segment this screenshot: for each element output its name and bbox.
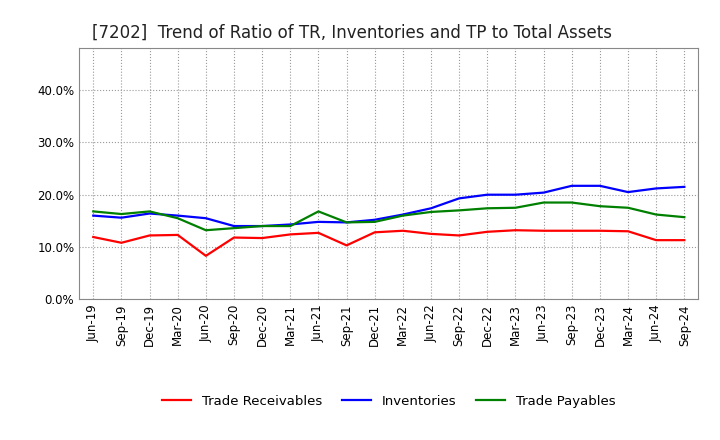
Inventories (230, 224, 238, 229)
Trade Payables (455, 208, 464, 213)
Trade Receivables (624, 229, 632, 234)
Trade Receivables (455, 233, 464, 238)
Inventories (455, 196, 464, 201)
Trade Payables (427, 209, 436, 215)
Trade Receivables (595, 228, 604, 233)
Trade Payables (539, 200, 548, 205)
Trade Payables (258, 224, 266, 229)
Text: [7202]  Trend of Ratio of TR, Inventories and TP to Total Assets: [7202] Trend of Ratio of TR, Inventories… (91, 23, 611, 41)
Inventories (624, 190, 632, 195)
Trade Receivables (174, 232, 182, 238)
Trade Payables (624, 205, 632, 210)
Inventories (483, 192, 492, 197)
Inventories (427, 205, 436, 211)
Line: Trade Receivables: Trade Receivables (94, 230, 684, 256)
Legend: Trade Receivables, Inventories, Trade Payables: Trade Receivables, Inventories, Trade Pa… (157, 389, 621, 413)
Trade Receivables (370, 230, 379, 235)
Trade Receivables (652, 238, 660, 243)
Trade Receivables (145, 233, 154, 238)
Trade Payables (145, 209, 154, 214)
Trade Payables (342, 220, 351, 225)
Inventories (399, 212, 408, 217)
Trade Receivables (427, 231, 436, 237)
Inventories (89, 213, 98, 218)
Trade Receivables (230, 235, 238, 240)
Trade Payables (511, 205, 520, 210)
Trade Payables (567, 200, 576, 205)
Trade Receivables (117, 240, 126, 246)
Inventories (258, 224, 266, 229)
Trade Payables (117, 211, 126, 216)
Trade Payables (89, 209, 98, 214)
Trade Payables (370, 219, 379, 224)
Trade Payables (174, 216, 182, 221)
Trade Payables (314, 209, 323, 214)
Trade Receivables (89, 235, 98, 240)
Line: Trade Payables: Trade Payables (94, 202, 684, 230)
Inventories (511, 192, 520, 197)
Trade Payables (230, 225, 238, 231)
Inventories (567, 183, 576, 188)
Trade Payables (286, 224, 294, 229)
Trade Receivables (399, 228, 408, 233)
Trade Receivables (286, 232, 294, 237)
Trade Receivables (258, 235, 266, 241)
Trade Payables (399, 213, 408, 218)
Trade Receivables (202, 253, 210, 258)
Trade Payables (680, 215, 688, 220)
Inventories (174, 213, 182, 218)
Trade Receivables (511, 227, 520, 233)
Inventories (595, 183, 604, 188)
Inventories (314, 219, 323, 224)
Inventories (342, 220, 351, 225)
Inventories (652, 186, 660, 191)
Trade Receivables (539, 228, 548, 233)
Inventories (680, 184, 688, 190)
Inventories (202, 216, 210, 221)
Trade Receivables (314, 230, 323, 235)
Trade Receivables (483, 229, 492, 235)
Inventories (370, 217, 379, 222)
Trade Payables (483, 205, 492, 211)
Trade Receivables (567, 228, 576, 233)
Trade Receivables (342, 243, 351, 248)
Trade Payables (595, 204, 604, 209)
Inventories (117, 215, 126, 220)
Inventories (145, 211, 154, 216)
Trade Payables (202, 227, 210, 233)
Trade Receivables (680, 238, 688, 243)
Trade Payables (652, 212, 660, 217)
Inventories (539, 190, 548, 195)
Line: Inventories: Inventories (94, 186, 684, 226)
Inventories (286, 222, 294, 227)
